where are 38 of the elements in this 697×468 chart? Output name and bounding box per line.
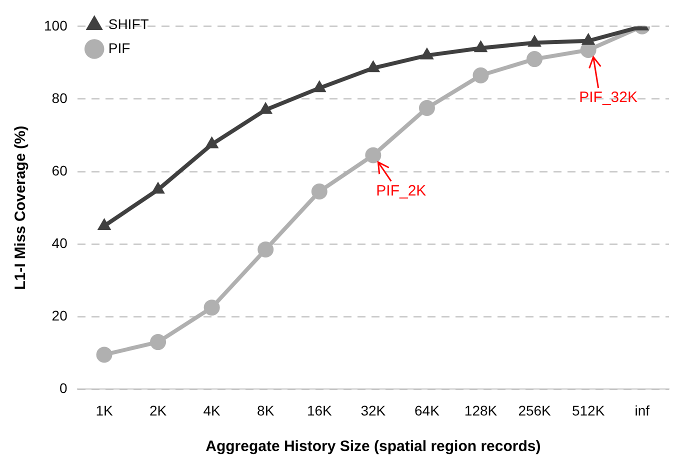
y-tick-label: 100 xyxy=(44,17,68,34)
point xyxy=(151,182,165,194)
x-tick-label: 2K xyxy=(149,402,168,418)
point xyxy=(528,34,542,47)
point xyxy=(366,60,380,72)
x-axis-title: Aggregate History Size (spatial region records) xyxy=(206,438,541,456)
x-tick-label: 1K xyxy=(96,402,114,418)
point xyxy=(258,102,273,114)
annotation: PIF_2K xyxy=(376,182,426,200)
x-tick-label: inf xyxy=(634,402,650,418)
legend-label: SHIFT xyxy=(108,16,150,32)
x-tick-label: 512K xyxy=(572,402,606,418)
legend-label: PIF xyxy=(108,40,130,56)
x-tick-label: 4K xyxy=(203,402,222,418)
point xyxy=(258,242,274,258)
y-axis-title: L1-I Miss Coverage (%) xyxy=(12,126,30,290)
point xyxy=(311,183,328,200)
y-tick-label: 20 xyxy=(52,308,68,324)
y-tick-label: 80 xyxy=(52,90,68,106)
point xyxy=(312,80,326,92)
x-tick-label: 256K xyxy=(518,402,552,418)
x-tick-label: 8K xyxy=(257,402,275,418)
x-tick-label: 64K xyxy=(414,402,440,418)
point xyxy=(204,300,220,316)
point xyxy=(581,32,596,45)
y-tick-label: 0 xyxy=(60,380,68,396)
point xyxy=(150,334,166,350)
point xyxy=(420,47,434,60)
x-tick-label: 16K xyxy=(306,402,333,418)
point xyxy=(474,40,488,52)
x-tick-label: 128K xyxy=(464,402,498,418)
point xyxy=(96,346,112,363)
annotation: PIF_32K xyxy=(579,89,638,106)
y-tick-label: 40 xyxy=(52,234,68,251)
point xyxy=(365,147,382,164)
y-tick-label: 60 xyxy=(52,162,68,178)
point xyxy=(204,136,219,148)
x-tick-label: 32K xyxy=(360,402,386,418)
